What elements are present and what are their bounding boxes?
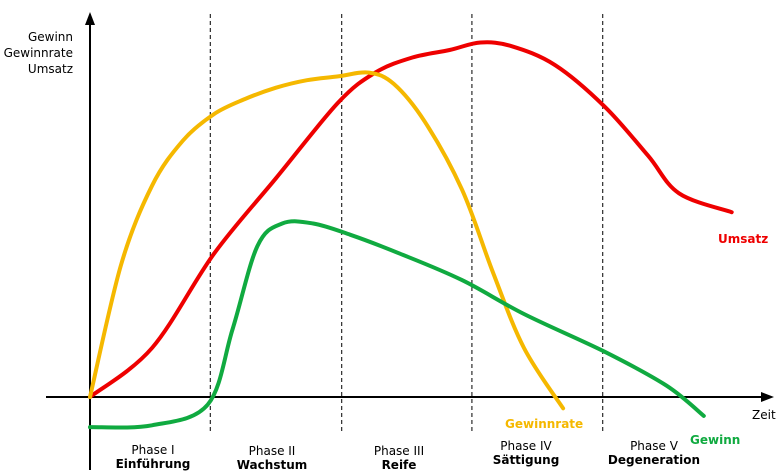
series-label-umsatz: Umsatz	[718, 232, 768, 246]
y-axis-arrow	[85, 12, 95, 25]
series-label-gewinn: Gewinn	[690, 433, 740, 447]
phase-5-name: Degeneration	[608, 453, 700, 467]
series-curves	[88, 40, 734, 430]
phase-3-name: Reife	[382, 458, 417, 472]
y-axis-label-line-3: Umsatz	[28, 62, 73, 76]
series-line-umsatz	[88, 40, 734, 399]
phase-labels: Phase I Einführung Phase II Wachstum Pha…	[116, 439, 700, 472]
x-axis-arrow	[761, 392, 774, 402]
phase-1-number: Phase I	[131, 443, 174, 457]
series-label-gewinnrate: Gewinnrate	[505, 417, 583, 431]
series-line-gewinnrate	[88, 70, 566, 411]
phase-5-number: Phase V	[630, 439, 679, 453]
phase-dividers	[209, 14, 604, 432]
phase-2-number: Phase II	[249, 444, 296, 458]
series-line-gewinn	[88, 219, 706, 430]
y-axis-label-line-2: Gewinnrate	[4, 46, 73, 60]
phase-3-number: Phase III	[374, 444, 424, 458]
phase-4-name: Sättigung	[493, 453, 560, 467]
phase-2-name: Wachstum	[237, 458, 308, 472]
phase-1-name: Einführung	[116, 457, 191, 471]
x-axis-label: Zeit	[752, 408, 776, 422]
phase-4-number: Phase IV	[500, 439, 552, 453]
y-axis-label-line-1: Gewinn	[28, 30, 73, 44]
